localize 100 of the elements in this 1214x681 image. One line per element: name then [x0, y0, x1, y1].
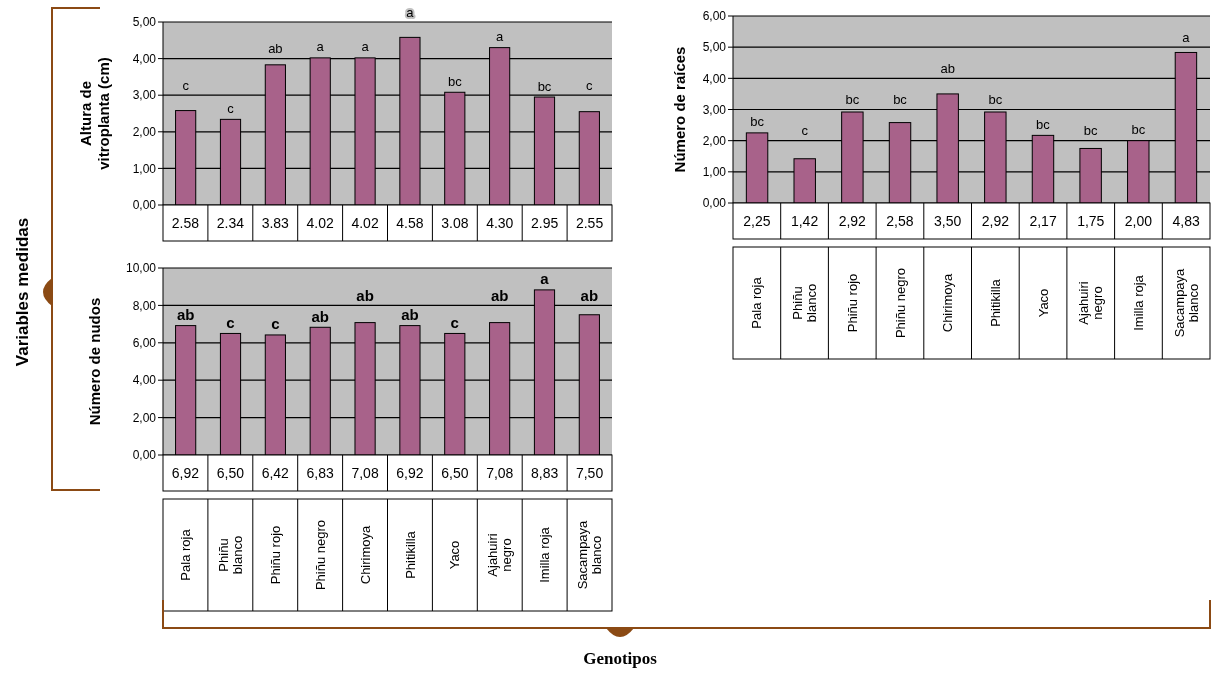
data-label: 2,92: [838, 212, 867, 229]
annotation: c: [227, 100, 235, 116]
y-tick-label: 0,00: [702, 196, 727, 211]
annotation: c: [271, 315, 280, 333]
x-tick-label: Phiñu blanco: [215, 535, 245, 575]
annotation: a: [361, 39, 370, 55]
annotation: a: [406, 4, 415, 20]
x-axis-title: Genotipos: [583, 649, 658, 668]
annotation: a: [496, 29, 505, 45]
x-tick-label: Phiñu rojo: [267, 525, 283, 585]
x-tick-label: Imilla roja: [537, 526, 553, 583]
data-label: 2.58: [171, 214, 200, 231]
data-label: 4.02: [351, 214, 379, 231]
x-tick-label: Phiñu negro: [312, 519, 328, 591]
data-label: 4,83: [1172, 212, 1200, 229]
annotation: c: [801, 123, 809, 139]
data-label: 3.83: [261, 214, 290, 231]
data-label: 7,08: [486, 464, 514, 481]
annotation: ab: [490, 286, 509, 304]
y-tick-label: 4,00: [132, 51, 157, 66]
data-label: 4.30: [486, 214, 514, 231]
x-tick-label: Ajahuiri negro: [485, 533, 515, 577]
y-axis-title: Altura de vitroplanta (cm): [77, 57, 113, 170]
annotation: bc: [1131, 122, 1146, 138]
annotation: a: [540, 270, 550, 288]
y-tick-label: 3,00: [132, 88, 157, 103]
data-label: 6,83: [306, 464, 334, 481]
data-label: 8,83: [531, 464, 559, 481]
annotation: c: [182, 77, 190, 93]
y-tick-label: 1,00: [702, 165, 727, 180]
text: Variables medidas: [12, 217, 32, 367]
annotation: c: [450, 313, 459, 331]
y-tick-label: 2,00: [702, 133, 727, 148]
data-label: 2.34: [216, 214, 245, 231]
annotation: ab: [268, 41, 283, 57]
x-tick-label: Chirimoya: [940, 272, 956, 333]
data-label: 2,92: [981, 212, 1010, 229]
y-tick-label: 1,00: [132, 161, 157, 176]
data-label: 2,25: [743, 212, 771, 229]
data-label: 4.02: [306, 214, 334, 231]
annotation: bc: [537, 78, 552, 94]
y-axis-title: Número de nudos: [86, 297, 104, 426]
data-label: 6,50: [441, 464, 469, 481]
x-tick-label: Ajahuiri negro: [1076, 281, 1106, 325]
x-tick-label: Sacampaya blanco: [1171, 267, 1201, 338]
x-tick-label: Phiñu negro: [892, 267, 908, 339]
annotation: a: [316, 39, 325, 55]
annotation: ab: [580, 286, 599, 304]
y-tick-label: 2,00: [132, 410, 157, 425]
annotation: bc: [750, 114, 765, 130]
y-tick-label: 3,00: [702, 102, 727, 117]
data-label: 3.08: [441, 214, 469, 231]
x-tick-label: Chirimoya: [357, 524, 373, 585]
y-tick-label: 0,00: [132, 448, 157, 463]
x-tick-label: Yaco: [1035, 288, 1051, 318]
x-tick-label: Yaco: [447, 540, 463, 570]
y-tick-label: 8,00: [132, 298, 157, 313]
x-tick-label: Phiñu blanco: [790, 283, 820, 323]
x-tick-label: Imilla roja: [1131, 274, 1146, 331]
x-tick-label: Phitikilla: [402, 530, 418, 579]
annotation: bc: [988, 92, 1003, 108]
data-label: 1,42: [790, 212, 819, 229]
annotation: ab: [401, 305, 419, 323]
data-label: 2,58: [886, 212, 914, 229]
data-label: 2,00: [1124, 212, 1153, 229]
data-label: 6,50: [216, 464, 245, 481]
x-tick-label: Phitikilla: [987, 278, 1003, 327]
x-tick-label: Phiñu rojo: [844, 273, 860, 333]
y-tick-label: 0,00: [132, 198, 157, 213]
annotation: bc: [845, 92, 860, 108]
y-tick-label: 5,00: [132, 15, 157, 30]
y-axis-title: Número de raíces: [671, 46, 689, 173]
data-label: 3,50: [934, 212, 962, 229]
data-label: 7,50: [575, 464, 604, 481]
annotation: c: [586, 77, 594, 93]
data-label: 2,17: [1029, 212, 1057, 229]
y-tick-label: 2,00: [132, 125, 157, 139]
x-tick-label: Sacampaya blanco: [575, 519, 605, 590]
data-label: 6,92: [396, 464, 424, 481]
data-label: 2.55: [575, 214, 604, 231]
y-tick-label: 5,00: [702, 40, 727, 55]
annotation: ab: [176, 305, 195, 323]
annotation: bc: [893, 92, 908, 108]
annotation: bc: [1036, 116, 1051, 132]
annotation: ab: [940, 60, 955, 76]
y-tick-label: 4,00: [132, 373, 157, 388]
data-label: 6,42: [261, 464, 290, 481]
x-tick-label: Pala roja: [749, 276, 765, 329]
annotation: c: [226, 313, 235, 331]
y-tick-label: 4,00: [702, 71, 727, 86]
data-label: 4.58: [396, 214, 424, 231]
annotation: bc: [447, 73, 463, 89]
y-tick-label: 6,00: [702, 9, 727, 24]
annotation: a: [1182, 29, 1191, 45]
annotation: ab: [311, 307, 329, 325]
data-label: 7,08: [351, 464, 379, 481]
data-label: 1,75: [1077, 212, 1105, 229]
annotation: ab: [356, 286, 374, 304]
y-tick-label: 10,00: [125, 261, 157, 276]
data-label: 2.95: [531, 214, 559, 231]
